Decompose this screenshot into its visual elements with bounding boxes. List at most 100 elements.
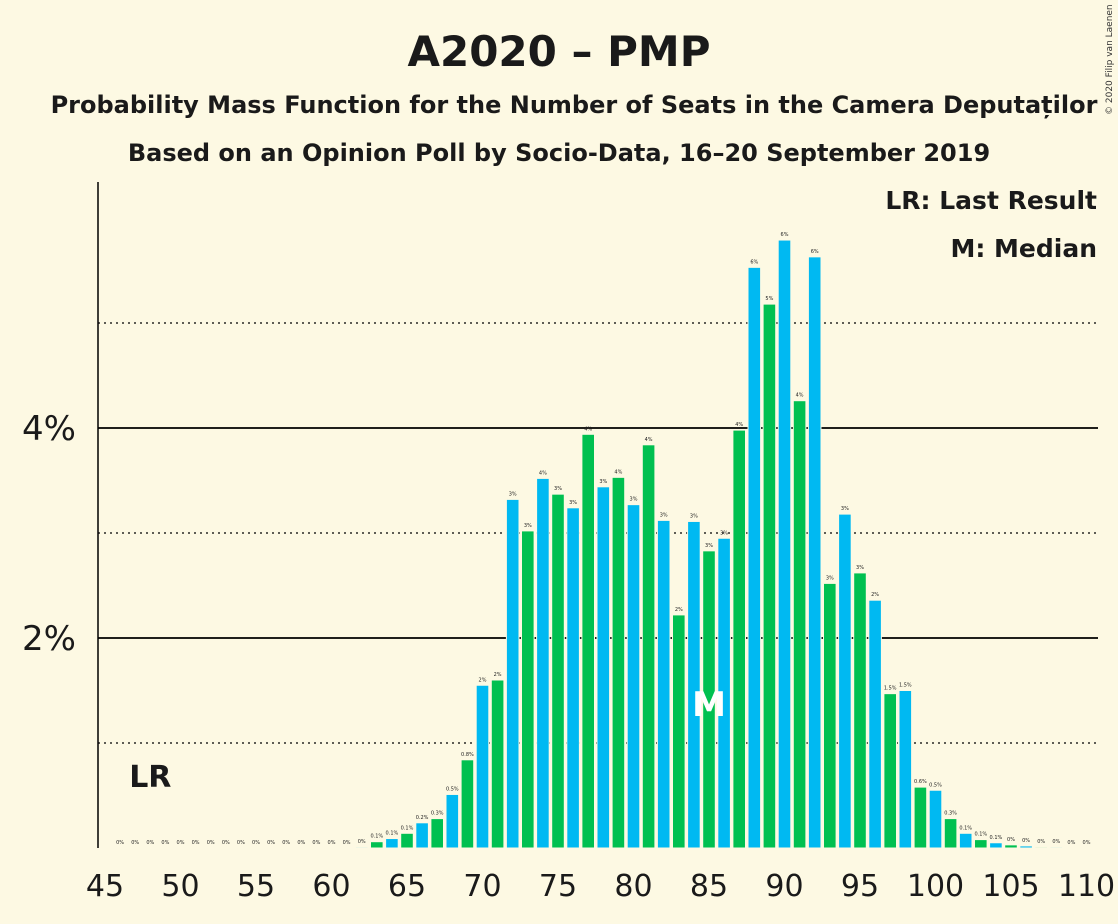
bar-seat-71 — [490, 679, 505, 849]
chart-subtitle: Probability Mass Function for the Number… — [51, 91, 1098, 119]
bar-seat-72 — [505, 498, 520, 849]
bar-label-seat-81: 4% — [645, 437, 653, 443]
bar-label-seat-109: 0% — [1067, 840, 1075, 846]
chart-subtitle-poll: Based on an Opinion Poll by Socio-Data, … — [128, 139, 990, 167]
bar-value-labels: 0% 0% 0% 0% 0% 0% 0% 0% 0% 0% 0% 0% 0% 0% 0% 0% 0%0.1%0.… — [116, 232, 1091, 846]
bar-seat-82 — [656, 519, 671, 849]
bar-label-seat-102: 0.1% — [959, 825, 972, 831]
x-tick-65: 65 — [388, 869, 426, 904]
bar-label-seat-56: 0% — [267, 840, 275, 846]
bar-seat-70 — [475, 684, 490, 849]
chart-title: A2020 – PMP — [407, 27, 710, 76]
bar-label-seat-110: 0% — [1083, 840, 1091, 846]
bar-label-seat-58: 0% — [297, 840, 305, 846]
x-tick-50: 50 — [161, 869, 199, 904]
last-result-marker: LR — [129, 760, 171, 795]
bar-label-seat-57: 0% — [282, 840, 290, 846]
bar-label-seat-95: 3% — [856, 565, 864, 571]
bar-seat-86 — [717, 537, 731, 849]
x-tick-95: 95 — [841, 869, 879, 904]
bar-label-seat-61: 0% — [343, 840, 351, 846]
bar-label-seat-71: 2% — [494, 672, 502, 678]
bar-series — [354, 239, 1064, 849]
bar-seat-106 — [1019, 845, 1033, 849]
bar-label-seat-74: 4% — [539, 470, 547, 476]
bar-label-seat-93: 3% — [826, 575, 834, 581]
bar-label-seat-66: 0.2% — [416, 815, 429, 821]
bar-label-seat-50: 0% — [177, 840, 185, 846]
bar-label-seat-82: 3% — [660, 512, 668, 518]
bar-label-seat-103: 0.1% — [974, 832, 987, 838]
bar-seat-90 — [777, 239, 792, 849]
bar-seat-102 — [958, 832, 973, 849]
x-tick-70: 70 — [463, 869, 501, 904]
bar-seat-104 — [989, 842, 1003, 849]
bar-seat-92 — [807, 256, 822, 849]
bar-seat-96 — [868, 599, 882, 849]
bar-label-seat-99: 0.6% — [914, 779, 927, 785]
bar-label-seat-98: 1.5% — [899, 683, 912, 689]
bar-label-seat-77: 4% — [584, 426, 592, 432]
bar-seat-108 — [1049, 846, 1064, 849]
bar-label-seat-105: 0% — [1007, 837, 1015, 843]
bar-label-seat-55: 0% — [252, 840, 260, 846]
bar-seat-87 — [732, 429, 747, 849]
x-tick-75: 75 — [539, 869, 577, 904]
x-tick-60: 60 — [312, 869, 350, 904]
bar-label-seat-92: 6% — [811, 249, 819, 255]
bar-seat-89 — [762, 303, 777, 849]
bar-label-seat-94: 3% — [841, 506, 849, 512]
y-tick-2: 2% — [22, 619, 76, 659]
bar-seat-85 — [702, 550, 716, 849]
bar-seat-107 — [1034, 846, 1049, 849]
bar-label-seat-108: 0% — [1052, 839, 1060, 845]
bar-label-seat-104: 0.1% — [990, 835, 1003, 841]
bar-seat-79 — [611, 476, 626, 849]
bar-seat-66 — [415, 822, 429, 849]
x-tick-105: 105 — [982, 869, 1039, 904]
bar-label-seat-70: 2% — [479, 677, 487, 683]
bar-seat-74 — [536, 477, 550, 849]
bar-label-seat-68: 0.5% — [446, 786, 459, 792]
x-tick-100: 100 — [907, 869, 964, 904]
bar-seat-105 — [1004, 844, 1018, 849]
bar-label-seat-75: 3% — [554, 486, 562, 492]
bar-label-seat-67: 0.3% — [431, 811, 444, 817]
bar-seat-75 — [551, 493, 565, 849]
bar-label-seat-80: 3% — [630, 497, 638, 503]
copyright-notice: © 2020 Filip van Laenen — [1105, 4, 1115, 115]
x-tick-55: 55 — [237, 869, 275, 904]
bar-seat-77 — [581, 433, 596, 849]
bar-label-seat-54: 0% — [237, 840, 245, 846]
median-marker: M — [692, 685, 726, 725]
bar-seat-91 — [792, 400, 807, 849]
bar-label-seat-79: 4% — [614, 469, 622, 475]
x-tick-85: 85 — [690, 869, 728, 904]
bar-seat-67 — [430, 818, 444, 849]
bar-seat-88 — [747, 266, 762, 849]
x-tick-110: 110 — [1058, 869, 1115, 904]
bar-seat-78 — [596, 486, 611, 849]
y-tick-4: 4% — [22, 409, 76, 449]
bar-seat-94 — [838, 513, 852, 849]
bar-seat-76 — [566, 507, 580, 849]
bar-label-seat-72: 3% — [509, 491, 517, 497]
bar-label-seat-53: 0% — [222, 840, 230, 846]
bar-seat-64 — [385, 838, 399, 849]
bar-seat-93 — [823, 582, 837, 849]
bar-label-seat-87: 4% — [735, 422, 743, 428]
bar-label-seat-46: 0% — [116, 840, 124, 846]
bar-label-seat-59: 0% — [312, 840, 320, 846]
bar-seat-100 — [928, 789, 943, 849]
bar-label-seat-101: 0.3% — [944, 811, 957, 817]
bar-seat-80 — [626, 504, 641, 849]
bar-label-seat-107: 0% — [1037, 839, 1045, 845]
bar-seat-81 — [641, 444, 656, 849]
bar-label-seat-90: 6% — [781, 232, 789, 238]
bar-seat-68 — [445, 793, 460, 849]
bar-label-seat-60: 0% — [328, 840, 336, 846]
bar-label-seat-52: 0% — [207, 840, 215, 846]
x-tick-90: 90 — [765, 869, 803, 904]
legend-median: M: Median — [950, 234, 1097, 263]
